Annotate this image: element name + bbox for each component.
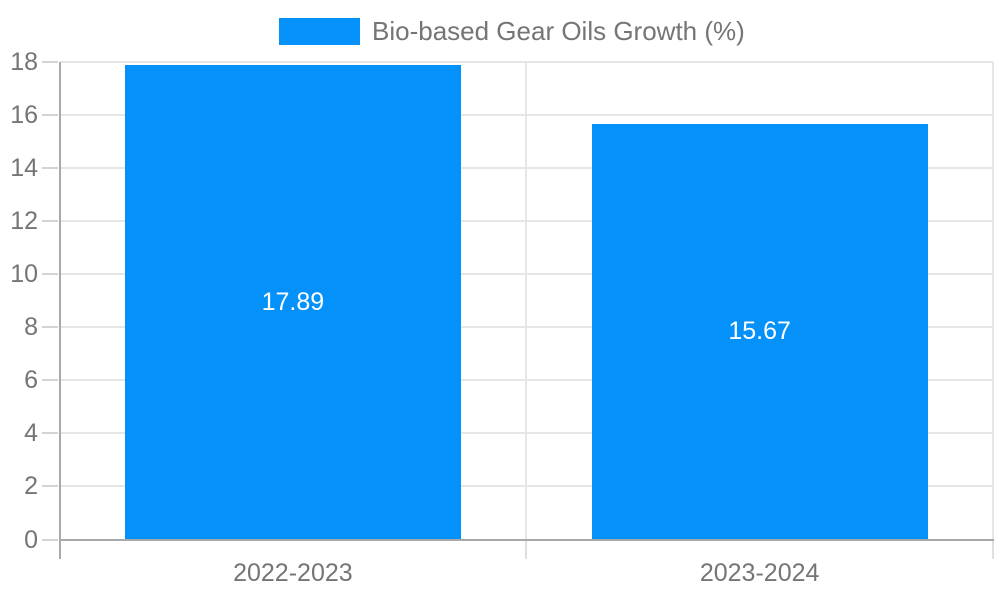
y-axis-tick — [42, 538, 58, 541]
x-axis-line — [58, 538, 994, 541]
bar-value-label: 15.67 — [728, 317, 791, 346]
legend-swatch — [279, 18, 360, 45]
y-axis-tick-label: 16 — [10, 101, 38, 130]
y-axis-tick — [42, 220, 58, 223]
y-axis-tick — [42, 114, 58, 117]
bar-value-label: 17.89 — [261, 287, 325, 316]
y-axis-tick-label: 14 — [10, 154, 38, 183]
y-axis-tick — [42, 273, 58, 276]
y-axis-tick-label: 12 — [10, 207, 38, 236]
y-axis-tick-label: 10 — [10, 260, 38, 289]
x-axis-tick — [992, 539, 994, 559]
y-axis-tick — [42, 326, 58, 329]
x-axis-tick — [525, 539, 528, 559]
y-axis-tick — [42, 379, 58, 382]
gridline-vertical — [992, 62, 994, 540]
gridline-vertical — [525, 62, 528, 540]
y-axis-tick-label: 2 — [24, 472, 38, 501]
y-axis-tick-label: 6 — [24, 366, 38, 395]
y-axis-tick-label: 4 — [24, 419, 38, 448]
y-axis-line — [58, 62, 61, 559]
y-axis-tick-label: 18 — [10, 48, 38, 76]
bar-2022-2023[interactable]: 17.89 — [124, 64, 461, 540]
bar-2023-2024[interactable]: 15.67 — [591, 123, 928, 540]
y-axis-tick-label: 8 — [24, 313, 38, 342]
legend-label: Bio-based Gear Oils Growth (%) — [372, 16, 745, 46]
y-axis-tick-label: 0 — [24, 525, 38, 554]
y-axis-tick — [42, 485, 58, 488]
y-axis-tick — [42, 167, 58, 170]
legend-item[interactable]: Bio-based Gear Oils Growth (%) — [279, 18, 745, 45]
y-axis-tick — [42, 432, 58, 435]
x-axis-category-label: 2023-2024 — [699, 559, 820, 587]
x-axis-category-label: 2022-2023 — [233, 559, 353, 587]
y-axis-tick — [42, 61, 58, 63]
